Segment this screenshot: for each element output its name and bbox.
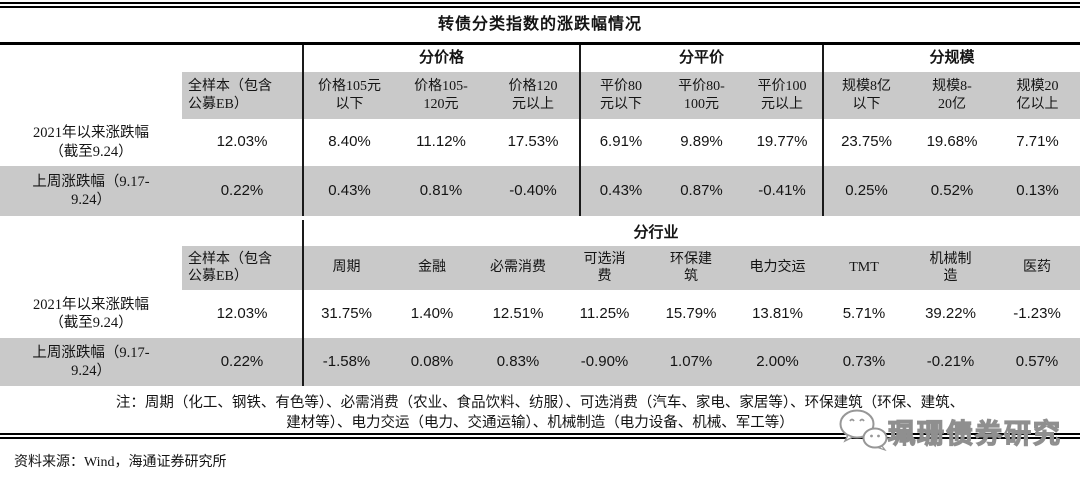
value-cell: 1.07% (648, 338, 734, 386)
table-row: 全样本（包含 公募EB） 周期 金融 必需消费 可选消 费环保建 筑电力交运 TMT 机械制… (0, 246, 1080, 290)
row-label-spacer (0, 246, 182, 290)
row-label: 上周涨跌幅（9.17- 9.24） (0, 338, 182, 386)
column-header: 价格120 元以上 (487, 72, 580, 119)
value-cell: 6.91% (579, 119, 661, 166)
value-cell: -0.90% (561, 338, 648, 386)
value-cell: -0.41% (742, 166, 823, 216)
row-label: 2021年以来涨跌幅 （截至9.24） (33, 125, 149, 160)
value-cell: 0.43% (302, 166, 395, 216)
value-cell: 5.71% (842, 304, 886, 322)
column-header: 环保建 筑 (648, 246, 734, 290)
value-cell: 0.52% (909, 166, 995, 216)
table-row: 上周涨跌幅（9.17- 9.24） 0.22% -1.58% 0.08% 0.83% -0… (0, 338, 1080, 386)
column-header: 平价100 元以上 (742, 72, 823, 119)
table-row: 全样本（包含 公募EB） 价格105元 以下 价格105- 120元 价格120 元以… (0, 72, 1080, 119)
group-header: 分规模 (821, 45, 1080, 72)
industry-table: 分行业 全样本（包含 公募EB） 周期 金融 必需消费 可选消 费环保建 筑电力交运 TMT… (0, 220, 1080, 386)
value-cell: 0.57% (994, 338, 1080, 386)
data-source-line: 资料来源：Wind，海通证券研究所 (14, 455, 227, 470)
table-row: 分行业 (0, 220, 1080, 246)
value-cell: 15.79% (665, 304, 717, 322)
group-header: 分平价 (579, 45, 823, 72)
value-cell: 11.12% (416, 133, 466, 151)
column-header: 金融 (389, 246, 475, 290)
price-parity-size-table: 分价格 分平价 分规模 全样本（包含 公募EB） 价格105元 以下 价格105- 120… (0, 45, 1080, 216)
wechat-icon (839, 409, 888, 452)
value-cell: 0.22% (182, 338, 303, 386)
value-cell: -0.21% (907, 338, 994, 386)
column-header: 规模8亿 以下 (822, 72, 909, 119)
value-cell: 23.75% (822, 119, 909, 166)
table-row: 分价格 分平价 分规模 (0, 45, 1080, 72)
value-cell: 12.03% (216, 133, 268, 151)
column-header: TMT (821, 246, 907, 290)
column-header: 规模20 亿以上 (995, 72, 1080, 119)
title-underline-rule (0, 42, 1080, 45)
row-label-spacer (0, 72, 182, 119)
value-cell: 12.03% (216, 304, 268, 322)
value-cell: 0.22% (182, 166, 303, 216)
value-cell: 0.81% (395, 166, 487, 216)
column-header: 平价80- 100元 (661, 72, 742, 119)
value-cell: 12.51% (492, 304, 544, 322)
row-label: 上周涨跌幅（9.17- 9.24） (0, 166, 182, 216)
column-header: 价格105- 120元 (395, 72, 487, 119)
table-row: 2021年以来涨跌幅 （截至9.24） 12.03% 31.75% 1.40% 12.5… (0, 290, 1080, 338)
value-cell: -0.40% (487, 166, 580, 216)
value-cell: 0.87% (661, 166, 742, 216)
column-header: 周期 (302, 246, 389, 290)
value-cell: 11.25% (579, 304, 630, 322)
column-header-full-sample: 全样本（包含 公募EB） (182, 72, 303, 119)
watermark: 珮珊债券研究 (838, 408, 1062, 454)
value-cell: 13.81% (752, 304, 803, 322)
value-cell: 17.53% (507, 133, 559, 151)
column-header: 机械制 造 (907, 246, 994, 290)
value-cell: 7.71% (1016, 133, 1059, 151)
column-header: 必需消费 (475, 246, 561, 290)
corner-spacer (0, 220, 303, 246)
value-cell: 1.40% (410, 304, 454, 322)
value-cell: 0.83% (475, 338, 561, 386)
footnote-line-2: 建材等）、电力交运（电力、交通运输）、机械制造（电力设备、机械、军工等） (286, 415, 794, 431)
footnote-line-1: 注：周期（化工、钢铁、有色等）、必需消费（农业、食品饮料、纺服）、可选消费（汽车… (115, 395, 965, 411)
group-header: 分行业 (265, 220, 1045, 246)
value-cell: 2.00% (734, 338, 821, 386)
column-header: 平价80 元以下 (579, 72, 661, 119)
value-cell: 19.77% (756, 133, 808, 151)
value-cell: 0.25% (822, 166, 909, 216)
value-cell: 31.75% (302, 290, 389, 338)
table-row: 2021年以来涨跌幅 （截至9.24） 12.03% 8.40% 11.12% 17.5… (0, 119, 1080, 166)
column-header: 医药 (994, 246, 1080, 290)
value-cell: -1.23% (1013, 304, 1061, 322)
footnote-block: 注：周期（化工、钢铁、有色等）、必需消费（农业、食品饮料、纺服）、可选消费（汽车… (0, 386, 1080, 433)
value-cell: 19.68% (926, 133, 978, 151)
column-header: 规模8- 20亿 (909, 72, 995, 119)
value-cell: -1.58% (302, 338, 389, 386)
table-row: 上周涨跌幅（9.17- 9.24） 0.22% 0.43% 0.81% -0.40% 0.… (0, 166, 1080, 216)
top-double-rule (0, 2, 1080, 8)
value-cell: 0.13% (995, 166, 1080, 216)
value-cell: 39.22% (925, 304, 976, 322)
group-header: 分价格 (302, 45, 580, 72)
value-cell: 0.73% (821, 338, 907, 386)
value-cell: 9.89% (680, 133, 723, 151)
value-cell: 0.43% (579, 166, 661, 216)
value-cell: 8.40% (302, 119, 395, 166)
bottom-double-rule (0, 433, 1080, 439)
column-header: 电力交运 (734, 246, 821, 290)
corner-spacer (0, 45, 303, 72)
column-header: 可选消 费 (561, 246, 648, 290)
column-header-full-sample: 全样本（包含 公募EB） (182, 246, 303, 290)
value-cell: 0.08% (389, 338, 475, 386)
page-title: 转债分类指数的涨跌幅情况 (437, 16, 642, 33)
watermark-label: 珮珊债券研究 (887, 418, 1062, 449)
row-label: 2021年以来涨跌幅 （截至9.24） (33, 296, 149, 331)
column-header: 价格105元 以下 (302, 72, 395, 119)
